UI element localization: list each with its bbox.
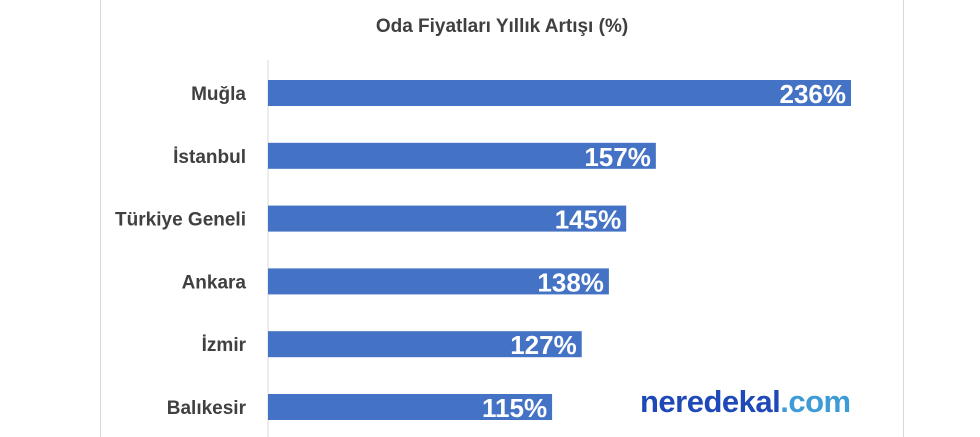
category-label: İzmir	[202, 335, 247, 356]
chart-frame	[100, 0, 904, 437]
bar-5	[268, 394, 553, 420]
data-label: 236%	[780, 79, 847, 109]
bar-4	[268, 331, 582, 358]
brand-name: neredekal	[640, 384, 781, 419]
category-label: İstanbul	[173, 147, 246, 168]
category-label: Ankara	[182, 272, 247, 293]
category-label: Muğla	[191, 84, 246, 105]
data-label: 115%	[482, 393, 547, 423]
data-label: 157%	[584, 142, 651, 172]
brand-tld: .com	[780, 384, 851, 419]
brand-logo: neredekal.com	[640, 384, 851, 420]
data-label: 127%	[510, 330, 577, 360]
data-label: 138%	[537, 267, 604, 297]
bar-0	[268, 80, 851, 106]
category-label: Balıkesir	[167, 398, 247, 419]
category-label: Türkiye Geneli	[115, 210, 246, 231]
bar-2	[268, 205, 627, 232]
chart-title: Oda Fiyatları Yıllık Artışı (%)	[375, 16, 629, 37]
data-label: 145%	[555, 205, 622, 235]
bar-3	[268, 268, 609, 295]
bar-1	[268, 142, 656, 169]
